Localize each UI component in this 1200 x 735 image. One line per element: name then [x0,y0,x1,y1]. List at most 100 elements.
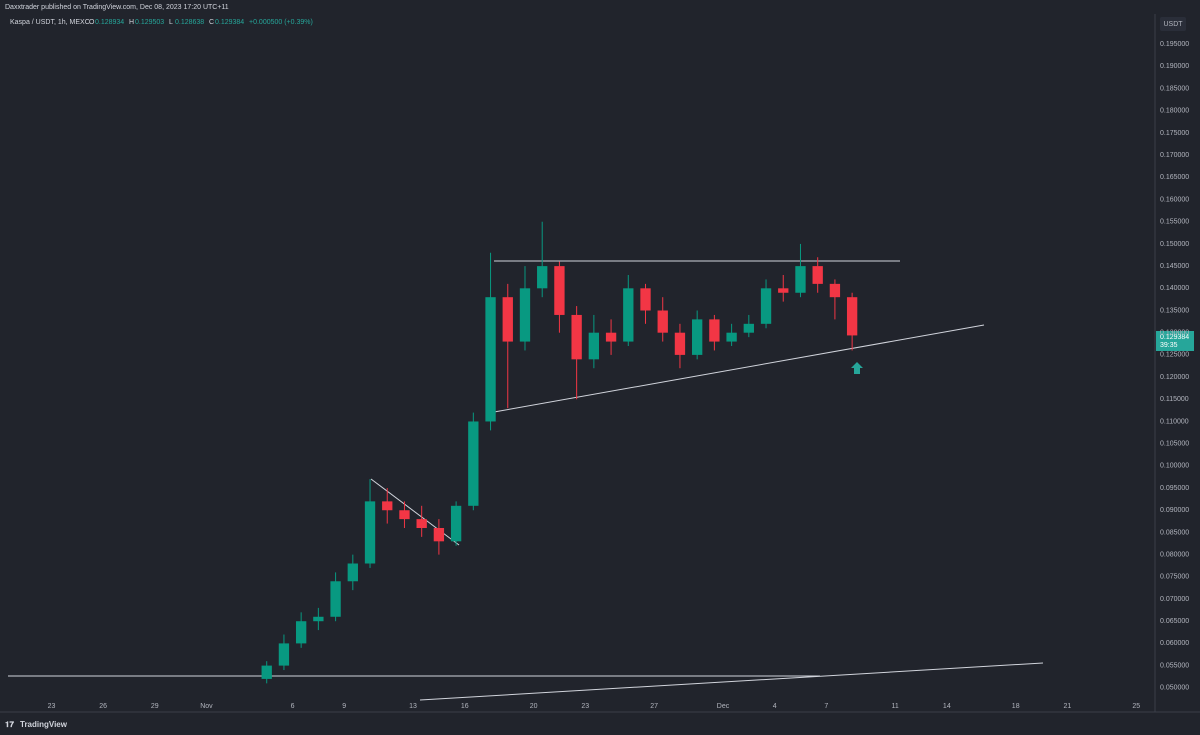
change: +0.000500 (+0.39%) [249,19,313,26]
y-tick-label: 0.140000 [1160,285,1189,292]
x-tick-label: 21 [1063,703,1071,710]
up-arrow [851,362,863,374]
y-tick-label: 0.165000 [1160,174,1189,181]
x-tick-label: 13 [409,703,417,710]
y-tick-label: 0.170000 [1160,152,1189,159]
ohlc-key: C [209,19,214,26]
y-tick-label: 0.180000 [1160,108,1189,115]
x-tick-label: 27 [650,703,658,710]
currency-box [1160,17,1186,31]
brand: TradingView [20,720,68,729]
candle-body [364,501,376,564]
candle-body [657,310,668,333]
candle-body [554,266,565,315]
x-tick-label: Dec [717,703,730,710]
candle-body [743,323,754,333]
x-tick-label: 18 [1012,703,1020,710]
ohlc-value: 0.129503 [135,19,164,26]
candle-body [295,621,307,644]
candle-body [399,510,410,520]
drawings [8,260,1044,701]
candle-body [519,288,531,342]
candle-body [330,581,341,617]
y-tick-label: 0.120000 [1160,374,1189,381]
candle-body [829,283,841,298]
ohlc-key: L [169,19,173,26]
ohlc-key: O [89,19,95,26]
brand-logo: 𝟏𝟕 [5,720,14,729]
publisher: Daxxtrader published on TradingView.com,… [5,4,229,11]
candle-body [537,266,548,289]
x-tick-label: 23 [581,703,589,710]
x-tick-label: 14 [943,703,951,710]
y-tick-label: 0.175000 [1160,130,1189,137]
ohlc-value: 0.128638 [175,19,204,26]
candle-body [795,266,806,293]
ohlc-key: H [129,19,134,26]
candle-body [640,288,651,311]
candle-body [588,332,600,360]
downtrend-line [370,478,460,546]
ohlc-legend: O 0.128934 H 0.129503 L 0.128638 C 0.129384 +0.0… [89,19,313,26]
candle-body [433,527,445,542]
candle-body [502,297,513,342]
last-price-box [1156,331,1194,351]
y-tick-label: 0.160000 [1160,196,1189,203]
y-tick-label: 0.135000 [1160,307,1189,314]
y-tick-label: 0.110000 [1160,418,1189,425]
x-tick-label: 16 [461,703,469,710]
candle-body [347,563,358,582]
y-tick-label: 0.125000 [1160,352,1189,359]
x-tick-label: 25 [1132,703,1140,710]
candle-body [571,314,582,360]
currency: USDT [1163,21,1183,28]
y-tick-label: 0.080000 [1160,551,1189,558]
y-tick-label: 0.060000 [1160,640,1189,647]
y-tick-label: 0.185000 [1160,85,1189,92]
y-tick-label: 0.130000 [1160,330,1189,337]
y-tick-label: 0.095000 [1160,485,1189,492]
candle-body [605,332,617,342]
candle-body [760,288,772,324]
x-tick-label: 4 [773,703,777,710]
x-tick-label: 7 [824,703,828,710]
symbol: Kaspa / USDT, 1h, MEXC [10,19,90,26]
y-tick-label: 0.155000 [1160,219,1189,226]
support-line [493,324,985,413]
ohlc-value: 0.128934 [95,19,124,26]
y-tick-label: 0.100000 [1160,463,1189,470]
x-tick-label: 9 [342,703,346,710]
candle-body [674,332,686,355]
y-tick-label: 0.190000 [1160,63,1189,70]
candle-body [709,319,720,342]
y-tick-label: 0.055000 [1160,662,1189,669]
countdown: 39:35 [1160,342,1178,349]
y-tick-label: 0.115000 [1160,396,1189,403]
y-tick-label: 0.065000 [1160,618,1189,625]
x-tick-label: 6 [291,703,295,710]
ohlc-value: 0.129384 [215,19,244,26]
candle-body [778,288,789,293]
candle-body [726,332,737,342]
x-tick-label: 23 [48,703,56,710]
candle-body [313,616,324,622]
candle-body [485,297,496,422]
y-tick-label: 0.195000 [1160,41,1189,48]
candle-body [812,266,823,284]
y-tick-label: 0.085000 [1160,529,1189,536]
y-tick-label: 0.145000 [1160,263,1189,270]
y-tick-label: 0.150000 [1160,241,1189,248]
candle-body [261,665,272,679]
candle-body [416,519,427,528]
candle-body [623,288,634,342]
candle-body [468,421,479,506]
x-tick-label: 11 [892,703,899,710]
y-tick-label: 0.090000 [1160,507,1189,514]
candle-body [278,643,290,666]
candle-body [382,501,393,511]
x-tick-label: 26 [99,703,107,710]
candle-body [692,319,703,355]
last-price: 0.129384 [1160,334,1189,341]
